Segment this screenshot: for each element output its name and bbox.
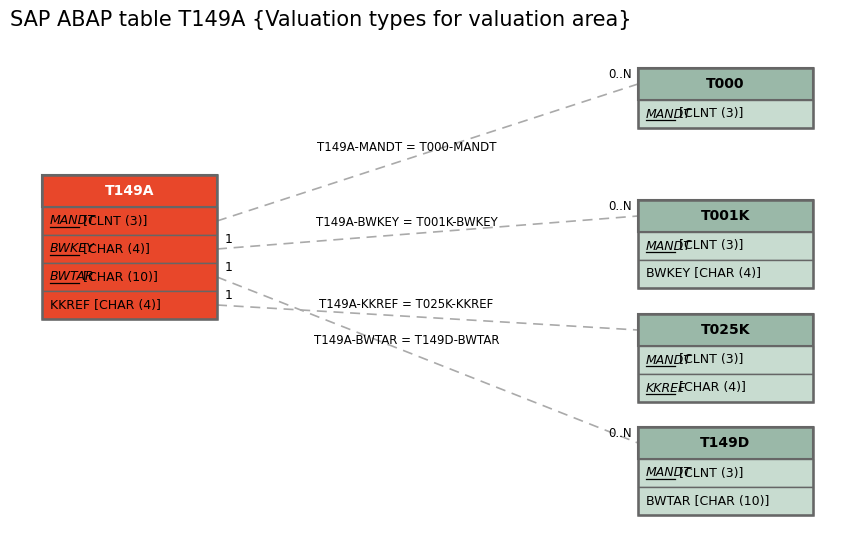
Text: [CLNT (3)]: [CLNT (3)]	[675, 467, 743, 479]
Bar	[638, 427, 813, 459]
Text: MANDT: MANDT	[646, 108, 692, 120]
Text: KKREF [CHAR (4)]: KKREF [CHAR (4)]	[50, 299, 161, 311]
Text: 1: 1	[225, 289, 233, 302]
Bar	[638, 68, 813, 100]
Bar	[42, 263, 217, 291]
Bar	[638, 427, 813, 515]
Text: T149D: T149D	[700, 436, 751, 450]
Text: T149A-BWKEY = T001K-BWKEY: T149A-BWKEY = T001K-BWKEY	[316, 216, 497, 229]
Text: 1: 1	[225, 233, 233, 246]
Bar	[638, 374, 813, 402]
Bar	[638, 346, 813, 374]
Bar	[638, 200, 813, 232]
Bar	[638, 200, 813, 288]
Text: MANDT: MANDT	[646, 354, 692, 367]
Text: MANDT: MANDT	[50, 215, 95, 227]
Text: T025K: T025K	[700, 323, 750, 337]
Bar	[42, 175, 217, 207]
Text: MANDT: MANDT	[646, 239, 692, 253]
Text: [CLNT (3)]: [CLNT (3)]	[79, 215, 148, 227]
Bar	[638, 100, 813, 128]
Bar	[638, 314, 813, 402]
Text: [CHAR (4)]: [CHAR (4)]	[79, 243, 150, 255]
Text: BWTAR: BWTAR	[50, 271, 95, 283]
Text: BWKEY [CHAR (4)]: BWKEY [CHAR (4)]	[646, 267, 761, 281]
Bar	[638, 487, 813, 515]
Bar	[638, 232, 813, 260]
Text: T149A-KKREF = T025K-KKREF: T149A-KKREF = T025K-KKREF	[319, 298, 494, 311]
Text: 1: 1	[225, 261, 233, 274]
Text: T000: T000	[707, 77, 745, 91]
Text: [CLNT (3)]: [CLNT (3)]	[675, 354, 743, 367]
Bar	[638, 314, 813, 346]
Text: T149A: T149A	[105, 184, 155, 198]
Text: [CLNT (3)]: [CLNT (3)]	[675, 108, 743, 120]
Text: [CHAR (10)]: [CHAR (10)]	[79, 271, 158, 283]
Text: 0..N: 0..N	[608, 68, 632, 81]
Bar	[42, 175, 217, 319]
Text: 0..N: 0..N	[608, 200, 632, 213]
Bar	[42, 207, 217, 235]
Text: [CHAR (4)]: [CHAR (4)]	[675, 382, 746, 395]
Text: SAP ABAP table T149A {Valuation types for valuation area}: SAP ABAP table T149A {Valuation types fo…	[10, 10, 632, 30]
Text: KKREF: KKREF	[646, 382, 687, 395]
Text: T001K: T001K	[700, 209, 750, 223]
Text: T149A-MANDT = T000-MANDT: T149A-MANDT = T000-MANDT	[317, 141, 496, 154]
Bar	[42, 235, 217, 263]
Bar	[638, 260, 813, 288]
Text: 0..N: 0..N	[608, 427, 632, 440]
Bar	[42, 291, 217, 319]
Bar	[638, 68, 813, 128]
Text: BWKEY: BWKEY	[50, 243, 95, 255]
Text: BWTAR [CHAR (10)]: BWTAR [CHAR (10)]	[646, 495, 769, 507]
Text: T149A-BWTAR = T149D-BWTAR: T149A-BWTAR = T149D-BWTAR	[313, 334, 499, 347]
Text: MANDT: MANDT	[646, 467, 692, 479]
Bar	[638, 459, 813, 487]
Text: [CLNT (3)]: [CLNT (3)]	[675, 239, 743, 253]
